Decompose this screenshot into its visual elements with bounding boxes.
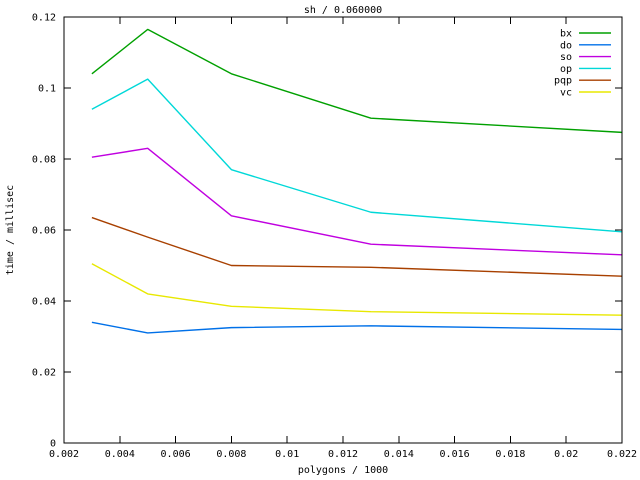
y-axis-label: time / millisec [5, 185, 16, 275]
x-tick-label: 0.014 [384, 449, 414, 460]
series-line-bx [91, 28, 623, 134]
series-line-pqp [91, 216, 623, 277]
data-series [91, 28, 623, 334]
legend-label-pqp: pqp [554, 76, 572, 87]
x-tick-label: 0.02 [554, 449, 578, 460]
x-tick-label: 0.002 [49, 449, 79, 460]
legend-label-do: do [560, 40, 572, 51]
y-tick-label: 0.08 [32, 155, 56, 166]
y-tick-label: 0.02 [32, 368, 56, 379]
series-line-so [91, 147, 623, 256]
y-tick-label: 0.06 [32, 226, 56, 237]
y-tick-label: 0.04 [32, 297, 56, 308]
x-tick-label: 0.018 [495, 449, 525, 460]
x-tick-label: 0.004 [105, 449, 135, 460]
x-tick-label: 0.01 [275, 449, 299, 460]
x-tick-label: 0.012 [328, 449, 358, 460]
x-tick-label: 0.016 [440, 449, 470, 460]
y-tick-label: 0.1 [38, 84, 56, 95]
x-tick-label: 0.006 [161, 449, 191, 460]
legend-label-bx: bx [560, 29, 572, 40]
x-tick-label: 0.008 [216, 449, 246, 460]
axis-ticks: 0.002 0.004 0.006 0.008 0.01 0.012 0.014 0.016 0… [32, 13, 637, 461]
legend-label-op: op [560, 64, 572, 75]
series-line-vc [91, 263, 623, 316]
series-line-op [91, 78, 623, 233]
x-tick-label: 0.022 [607, 449, 637, 460]
y-tick-label: 0.12 [32, 13, 56, 24]
plot-border [63, 16, 623, 444]
x-axis-label: polygons / 1000 [298, 465, 388, 476]
legend-label-so: so [560, 52, 572, 63]
series-line-do [91, 321, 623, 334]
chart-title: sh / 0.060000 [304, 5, 382, 16]
y-tick-label: 0 [50, 439, 56, 450]
legend-label-vc: vc [560, 88, 572, 99]
